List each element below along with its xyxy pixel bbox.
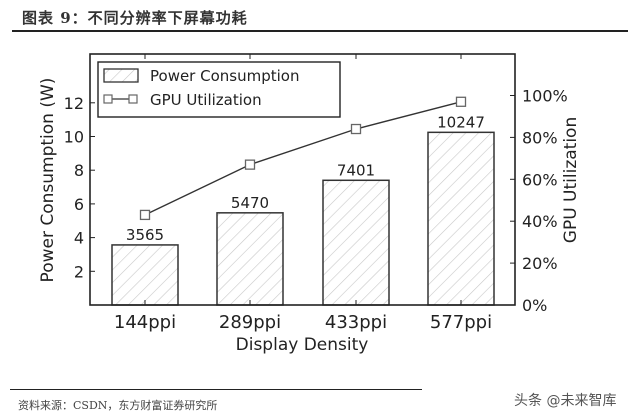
bar-577ppi	[427, 131, 495, 306]
right-tick-label: 20%	[522, 254, 558, 273]
legend-gpu-utilization: GPU Utilization	[150, 91, 262, 109]
legend-marker-icon	[128, 94, 138, 104]
bar-value-label: 7401	[337, 161, 375, 179]
legend-power-consumption: Power Consumption	[150, 67, 299, 85]
x-tick-label: 144ppi	[114, 312, 176, 333]
left-tick-label: 4	[74, 229, 84, 248]
watermark: 头条 @未来智库	[514, 393, 617, 409]
line-marker	[455, 96, 467, 107]
source-note: 资料来源：CSDN，东方财富证券研究所	[18, 399, 218, 412]
bar-144ppi	[111, 244, 179, 306]
right-tick-label: 60%	[522, 170, 558, 189]
right-y-axis-title: GPU Utilization	[561, 117, 581, 243]
left-tick-label: 12	[64, 94, 84, 113]
left-tick-label: 8	[74, 161, 84, 180]
line-marker	[244, 159, 256, 170]
left-tick-label: 10	[64, 128, 84, 147]
legend: Power Consumption GPU Utilization	[97, 61, 341, 118]
line-marker	[350, 123, 362, 135]
bar-433ppi	[322, 179, 390, 306]
line-marker	[139, 209, 151, 221]
right-y-axis: 0% 20% 40% 60% 80% 100%	[510, 87, 568, 315]
footer-divider	[10, 389, 422, 390]
title-divider	[12, 30, 628, 32]
left-y-axis: 2 4 6 8 10 12	[64, 94, 95, 281]
x-tick-label: 433ppi	[325, 312, 387, 333]
x-tick-label: 577ppi	[430, 312, 492, 333]
bar-value-label: 3565	[126, 226, 164, 244]
bar-289ppi	[216, 212, 284, 306]
bar-value-label: 5470	[231, 194, 269, 212]
bar-value-label: 10247	[437, 113, 485, 131]
left-y-axis-title: Power Consumption (W)	[38, 78, 58, 283]
right-tick-label: 0%	[522, 296, 547, 315]
gpu-utilization-line	[139, 96, 467, 221]
x-axis-title: Display Density	[236, 335, 369, 355]
right-tick-label: 100%	[522, 87, 568, 106]
right-tick-label: 40%	[522, 212, 558, 231]
figure-title: 图表 9：不同分辨率下屏幕功耗	[22, 9, 248, 27]
power-bars: 3565 5470 7401 10247	[111, 113, 495, 306]
left-tick-label: 6	[74, 195, 84, 214]
legend-marker-icon	[103, 94, 113, 104]
x-tick-label: 289ppi	[219, 312, 281, 333]
x-axis: 144ppi 289ppi 433ppi 577ppi	[114, 54, 492, 333]
right-tick-label: 80%	[522, 128, 558, 147]
left-tick-label: 2	[74, 262, 84, 281]
legend-bar-swatch	[103, 68, 139, 83]
